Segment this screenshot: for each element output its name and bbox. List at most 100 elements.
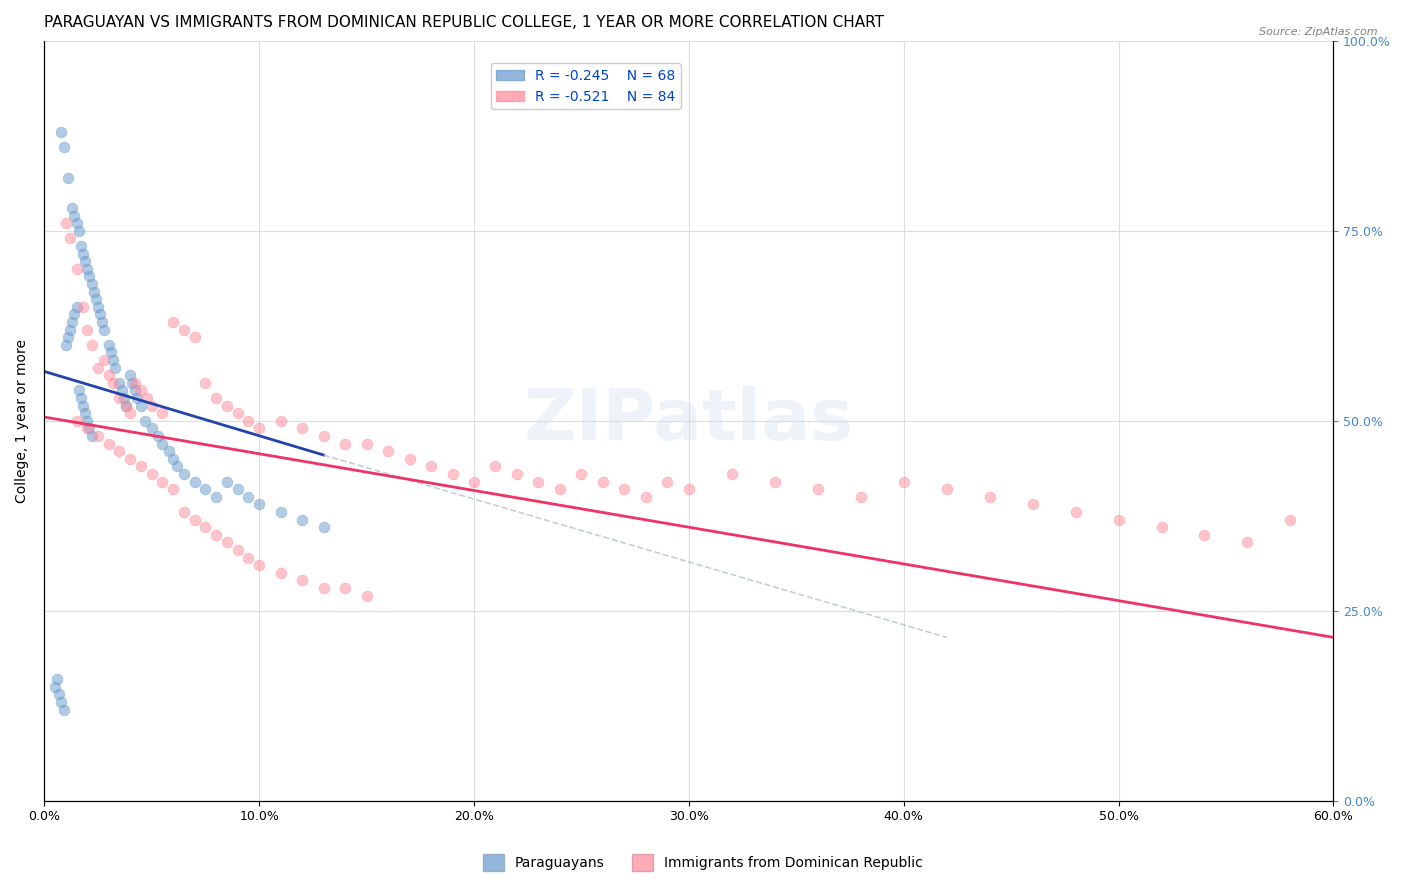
Point [59, 323, 82, 337]
Point [592, 475, 614, 489]
Point [87, 360, 110, 375]
Point [183, 330, 205, 344]
Text: ZIPatlas: ZIPatlas [524, 386, 853, 455]
Point [69, 391, 91, 405]
Point [720, 467, 742, 481]
Point [97, 338, 120, 352]
Point [52, 140, 75, 154]
Point [48, 687, 70, 701]
Point [121, 376, 143, 390]
Point [247, 421, 270, 435]
Legend: R = -0.245    N = 68, R = -0.521    N = 84: R = -0.245 N = 68, R = -0.521 N = 84 [491, 63, 681, 109]
Point [55, 216, 77, 230]
Point [420, 459, 443, 474]
Point [270, 414, 292, 428]
Point [63, 209, 86, 223]
Point [76, 414, 98, 428]
Point [75, 406, 97, 420]
Point [136, 391, 159, 405]
Point [152, 475, 174, 489]
Point [89, 308, 111, 322]
Point [463, 475, 485, 489]
Point [72, 246, 94, 260]
Point [93, 353, 115, 368]
Point [76, 323, 98, 337]
Point [65, 414, 87, 428]
Point [312, 429, 335, 443]
Point [548, 482, 571, 496]
Point [205, 528, 228, 542]
Point [60, 315, 83, 329]
Point [72, 399, 94, 413]
Point [215, 475, 238, 489]
Point [112, 391, 135, 405]
Point [678, 482, 700, 496]
Point [59, 231, 82, 245]
Point [80, 338, 103, 352]
Point [162, 482, 184, 496]
Point [226, 406, 249, 420]
Point [356, 436, 378, 450]
Point [1236, 535, 1258, 549]
Point [979, 490, 1001, 504]
Point [76, 261, 98, 276]
Point [146, 429, 169, 443]
Point [763, 475, 786, 489]
Point [291, 421, 314, 435]
Point [173, 505, 195, 519]
Point [104, 360, 127, 375]
Point [67, 384, 90, 398]
Point [215, 399, 238, 413]
Point [83, 285, 105, 299]
Point [80, 277, 103, 291]
Point [162, 451, 184, 466]
Point [1150, 520, 1173, 534]
Point [484, 459, 506, 474]
Point [60, 201, 83, 215]
Point [108, 391, 131, 405]
Point [124, 384, 146, 398]
Point [270, 566, 292, 580]
Point [1279, 513, 1302, 527]
Point [65, 261, 87, 276]
Point [291, 513, 314, 527]
Point [115, 399, 138, 413]
Point [44, 680, 66, 694]
Point [333, 581, 356, 595]
Point [270, 505, 292, 519]
Point [120, 406, 142, 420]
Point [75, 254, 97, 268]
Point [80, 429, 103, 443]
Point [1064, 505, 1087, 519]
Point [527, 475, 550, 489]
Point [634, 490, 657, 504]
Point [65, 300, 87, 314]
Point [46, 672, 69, 686]
Point [152, 406, 174, 420]
Point [194, 482, 217, 496]
Point [69, 239, 91, 253]
Point [125, 391, 148, 405]
Point [807, 482, 830, 496]
Point [76, 421, 98, 435]
Text: PARAGUAYAN VS IMMIGRANTS FROM DOMINICAN REPUBLIC COLLEGE, 1 YEAR OR MORE CORRELA: PARAGUAYAN VS IMMIGRANTS FROM DOMINICAN … [44, 15, 884, 30]
Point [56, 170, 79, 185]
Point [226, 482, 249, 496]
Point [173, 323, 195, 337]
Point [87, 300, 110, 314]
Point [205, 490, 228, 504]
Point [51, 695, 73, 709]
Point [52, 702, 75, 716]
Point [333, 436, 356, 450]
Point [935, 482, 957, 496]
Point [247, 497, 270, 511]
Point [101, 376, 124, 390]
Point [141, 467, 163, 481]
Point [97, 368, 120, 383]
Point [441, 467, 464, 481]
Point [1194, 528, 1216, 542]
Point [65, 216, 87, 230]
Point [849, 490, 872, 504]
Point [84, 292, 107, 306]
Point [377, 444, 399, 458]
